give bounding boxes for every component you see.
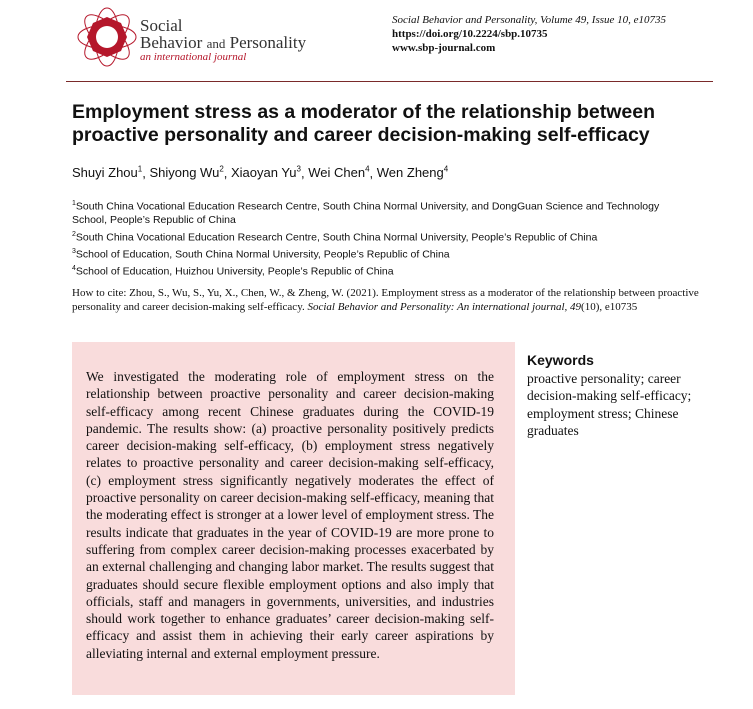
journal-logo [77, 7, 137, 67]
affiliations: 1South China Vocational Education Resear… [72, 197, 692, 279]
affiliation: 1South China Vocational Education Resear… [72, 200, 660, 226]
brand-word: and [206, 36, 226, 51]
website-link[interactable]: www.sbp-journal.com [392, 42, 496, 54]
author: Xiaoyan Yu3 [231, 165, 301, 181]
header-divider [66, 81, 713, 82]
affiliation: 3School of Education, South China Normal… [72, 247, 450, 261]
paper-title: Employment stress as a moderator of the … [72, 101, 655, 146]
brand-tagline: an international journal [140, 51, 247, 63]
keywords-heading: Keywords [527, 352, 594, 368]
brand-name-line1: Social [140, 16, 183, 35]
affiliation: 4School of Education, Huizhou University… [72, 264, 394, 278]
affiliation: 2South China Vocational Education Resear… [72, 230, 598, 244]
author: Wen Zheng4 [376, 165, 449, 181]
brand-word: Behavior [140, 33, 203, 52]
author: Shuyi Zhou1 [72, 165, 143, 181]
journal-reference: Social Behavior and Personality, Volume … [392, 14, 667, 26]
author: Shiyong Wu2 [149, 165, 224, 181]
author-list: Shuyi Zhou1, Shiyong Wu2, Xiaoyan Yu3, W… [72, 165, 449, 181]
brand-name-line2: Behavior and Personality [140, 33, 306, 53]
author: Wei Chen4 [308, 165, 370, 181]
abstract-box [72, 342, 515, 695]
abstract-text: We investigated the moderating role of e… [86, 369, 494, 661]
how-to-cite: How to cite: Zhou, S., Wu, S., Yu, X., C… [72, 287, 699, 313]
doi-link[interactable]: https://doi.org/10.2224/sbp.10735 [392, 28, 548, 40]
journal-info: Social Behavior and Personality, Volume … [392, 13, 666, 55]
brand-word: Personality [229, 33, 307, 52]
keywords-list: proactive personality; career decision-m… [527, 371, 692, 438]
